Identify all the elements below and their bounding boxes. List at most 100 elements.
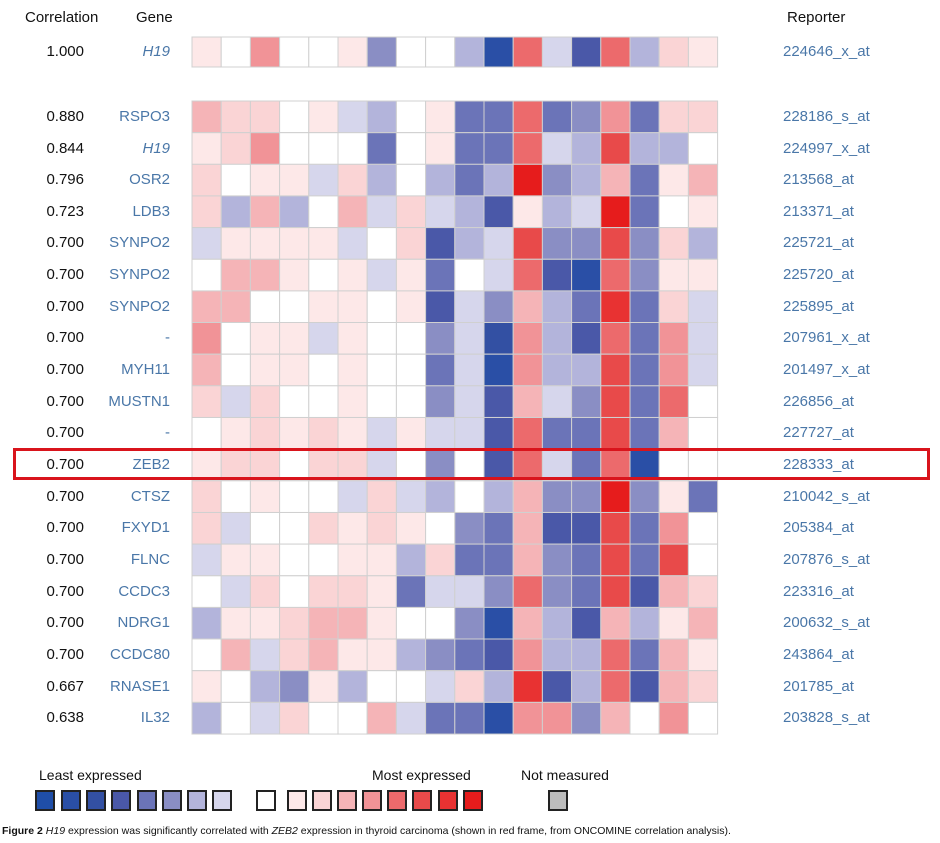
heatmap-cell [658,575,689,608]
reporter-id[interactable]: 201497_x_at [783,361,870,379]
heatmap-cell [337,417,368,450]
gene-name[interactable]: MUSTN1 [108,392,170,410]
heatmap-cell [571,100,602,134]
heatmap-cell [541,512,573,545]
heatmap-cell [454,322,485,355]
heatmap-cell [687,670,719,703]
heatmap-cell [483,353,514,387]
heatmap-cell [395,512,427,545]
reporter-id[interactable]: 213568_at [783,171,854,189]
heatmap-cell [658,417,689,450]
gene-name[interactable]: CTSZ [130,487,170,505]
heatmap-cell [600,385,631,418]
heatmap-cell [571,163,602,197]
heatmap-cell [483,480,514,513]
reporter-id[interactable]: 243864_at [783,645,854,663]
heatmap-cell [687,36,719,68]
heatmap-cell [337,575,368,608]
gene-name[interactable]: MYH11 [121,361,170,379]
gene-name[interactable]: IL32 [140,709,170,727]
heatmap-cell [454,575,485,608]
heatmap-cell [541,258,573,292]
heatmap-cell [512,670,543,703]
gene-name[interactable]: NDRG1 [117,614,170,632]
heatmap-row [191,353,719,387]
heatmap-cell [541,100,573,134]
correlation-value: 0.638 [46,709,84,727]
reporter-id[interactable]: 201785_at [783,677,854,695]
reporter-id[interactable]: 223316_at [783,582,854,600]
heatmap-cell [395,322,427,355]
gene-name[interactable]: - [165,424,170,442]
heatmap-cell [454,385,485,418]
heatmap-cell [658,606,689,640]
reporter-id[interactable]: 210042_s_at [783,487,870,505]
heatmap-cell [425,36,456,68]
gene-name[interactable]: SYNPO2 [109,297,170,315]
gene-name[interactable]: RNASE1 [109,677,170,695]
heatmap-cell [191,670,222,703]
heatmap-cell [366,195,397,229]
gene-name[interactable]: - [165,329,170,347]
reporter-id[interactable]: 228186_s_at [783,107,870,125]
gene-name[interactable]: CCDC3 [118,582,170,600]
heatmap-cell [308,543,339,577]
heatmap-cell [191,322,222,355]
reporter-id[interactable]: 225895_at [783,297,854,315]
reporter-id[interactable]: 225721_at [783,234,854,252]
gene-name[interactable]: SYNPO2 [109,266,170,284]
heatmap-cell [629,512,660,545]
heatmap-cell [571,385,602,418]
heatmap-cell [658,638,689,672]
gene-name[interactable]: LDB3 [132,202,170,220]
heatmap-cell [425,670,456,703]
legend-swatch-not-measured [548,790,568,811]
heatmap-cell [337,606,368,640]
gene-name[interactable]: FXYD1 [121,519,170,537]
heatmap-cell [366,132,397,165]
reporter-id[interactable]: 200632_s_at [783,614,870,632]
reporter-id[interactable]: 225720_at [783,266,854,284]
reporter-id[interactable]: 224646_x_at [783,43,870,60]
heatmap-cell [249,290,281,324]
gene-name[interactable]: H19 [142,139,170,157]
gene-name[interactable]: RSPO3 [119,107,170,125]
gene-name[interactable]: ZEB2 [132,455,170,473]
heatmap-cell [512,322,543,355]
gene-name[interactable]: FLNC [130,550,170,568]
heatmap-cell [658,227,689,260]
reporter-id[interactable]: 224997_x_at [783,139,870,157]
reporter-id[interactable]: 226856_at [783,392,854,410]
heatmap-cell [366,100,397,134]
caption-text1: expression was significantly correlated … [65,825,272,837]
heatmap-cell [395,227,427,260]
gene-name[interactable]: SYNPO2 [109,234,170,252]
heatmap-cell [249,606,281,640]
heatmap-cell [366,258,397,292]
heatmap-cell [454,195,485,229]
gene-name[interactable]: OSR2 [129,171,170,189]
gene-name[interactable]: H19 [142,43,170,60]
reporter-id[interactable]: 207876_s_at [783,550,870,568]
heatmap-cell [454,132,485,165]
heatmap-cell [600,258,631,292]
reporter-id[interactable]: 228333_at [783,455,854,473]
heatmap-cell [687,195,719,229]
heatmap-cell [425,480,456,513]
correlation-value: 0.796 [46,171,84,189]
heatmap-cell [249,132,281,165]
heatmap-cell [425,163,456,197]
highlight-frame-zeb2 [13,448,930,480]
heatmap-cell [249,100,281,134]
reporter-id[interactable]: 227727_at [783,424,854,442]
heatmap-cell [191,512,222,545]
heatmap-cell [366,36,397,68]
reporter-id[interactable]: 203828_s_at [783,709,870,727]
heatmap-cell [425,227,456,260]
reporter-id[interactable]: 205384_at [783,519,854,537]
legend-swatch [256,790,276,811]
heatmap-cell [483,132,514,165]
reporter-id[interactable]: 213371_at [783,202,854,220]
reporter-id[interactable]: 207961_x_at [783,329,870,347]
gene-name[interactable]: CCDC80 [109,645,170,663]
